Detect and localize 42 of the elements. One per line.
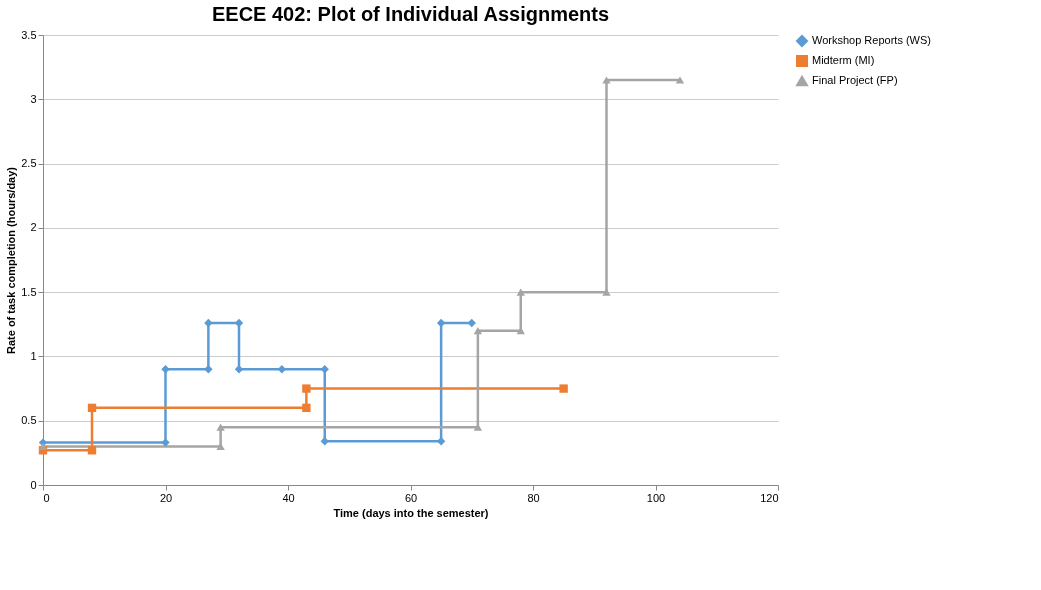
point <box>234 365 244 374</box>
chart-title: EECE 402: Plot of Individual Assignments <box>211 3 610 25</box>
y-tick-label: 2 <box>30 221 37 234</box>
point <box>473 327 483 335</box>
point <box>320 365 329 374</box>
y-tick-label: 3.5 <box>21 28 37 41</box>
y-tick-label: 1 <box>30 349 37 362</box>
point <box>516 327 525 335</box>
x-tick-label: 0 <box>43 491 50 504</box>
x-axis-title: Time (days into the semester) <box>333 506 489 519</box>
point <box>216 423 225 431</box>
point <box>516 288 525 296</box>
x-tick-label: 80 <box>527 491 540 504</box>
point <box>204 318 213 328</box>
y-axis-title: Rate of task completion (hours/day) <box>5 166 18 355</box>
point <box>675 76 685 84</box>
legend-label: Final Project (FP) <box>812 74 898 86</box>
point <box>87 403 97 413</box>
point <box>302 403 311 413</box>
y-tick-label: 2.5 <box>21 157 37 170</box>
x-tick-label: 120 <box>760 491 779 504</box>
point <box>436 318 446 328</box>
point <box>559 384 568 393</box>
point <box>204 365 213 374</box>
y-tick-label: 0 <box>30 478 37 491</box>
point <box>602 76 611 84</box>
x-tick-label: 40 <box>282 491 295 504</box>
point <box>161 365 170 374</box>
legend-label: Midterm (MI) <box>812 54 875 66</box>
point <box>467 318 476 328</box>
point <box>161 438 170 447</box>
x-tick-label: 20 <box>159 491 173 504</box>
point <box>87 446 97 455</box>
y-tick-label: 1.5 <box>21 285 37 298</box>
x-tick-label: 100 <box>646 491 666 504</box>
x-tick-label: 60 <box>404 491 418 504</box>
point <box>320 437 329 446</box>
y-tick-label: 0.5 <box>21 414 37 427</box>
y-tick-label: 3 <box>30 92 37 105</box>
legend-label: Workshop Reports (WS) <box>812 34 931 46</box>
point <box>302 384 311 393</box>
point <box>38 442 48 451</box>
